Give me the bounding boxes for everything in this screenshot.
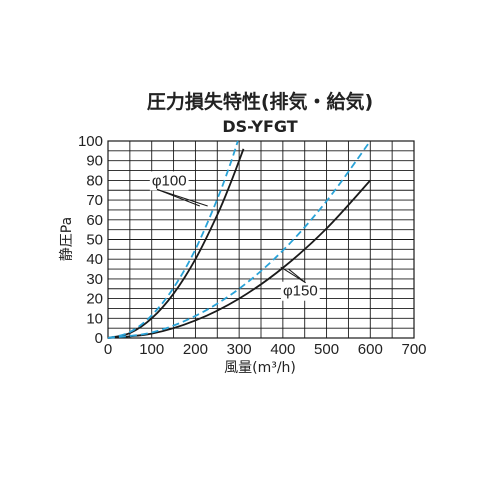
series-line-blue-dashed	[107, 140, 239, 339]
y-tick-label: 90	[86, 153, 103, 170]
y-tick-label: 20	[86, 291, 103, 308]
y-tick-label: 50	[86, 232, 103, 249]
y-tick-label: 100	[78, 133, 103, 150]
y-tick-label: 80	[86, 172, 103, 189]
y-tick-label: 60	[86, 212, 103, 229]
annotation-layer: φ100 φ150	[149, 171, 320, 301]
series-layer	[107, 140, 372, 339]
series-line-blue-dashed	[107, 140, 372, 339]
y-tick-label: 70	[86, 192, 103, 209]
x-axis-label: 風量(m³/h)	[224, 360, 296, 376]
annotation-leader-line	[156, 188, 208, 207]
x-tick-label: 100	[139, 341, 164, 358]
chart-title: 圧力損失特性(排気・給気)	[147, 90, 373, 113]
y-tick-label: 10	[86, 310, 103, 327]
series-line-black	[107, 148, 245, 339]
y-axis-label: 静圧Pa	[59, 217, 75, 261]
y-tick-label: 40	[86, 251, 103, 268]
annotation-leader-line	[280, 266, 306, 284]
x-tick-labels: 0 100 200 300 400 500 600 700	[104, 341, 427, 358]
x-tick-label: 500	[314, 341, 339, 358]
x-tick-label: 600	[358, 341, 383, 358]
y-tick-label: 30	[86, 271, 103, 288]
diameter-annotation: φ100	[152, 172, 187, 189]
series-line-black	[107, 179, 371, 339]
x-tick-label: 700	[401, 341, 426, 358]
y-tick-labels: 0 10 20 30 40 50 60 70 80 90 100	[78, 133, 103, 347]
diameter-annotation: φ150	[283, 283, 318, 300]
annotation-background	[149, 171, 189, 191]
grid	[107, 140, 415, 339]
x-tick-label: 0	[104, 341, 112, 358]
x-tick-label: 300	[227, 341, 252, 358]
annotation-leader-line	[288, 268, 306, 284]
x-tick-label: 200	[183, 341, 208, 358]
annotation-background	[280, 281, 320, 301]
chart-subtitle: DS-YFGT	[222, 117, 297, 136]
x-tick-label: 400	[270, 341, 295, 358]
y-tick-label: 0	[95, 330, 103, 347]
